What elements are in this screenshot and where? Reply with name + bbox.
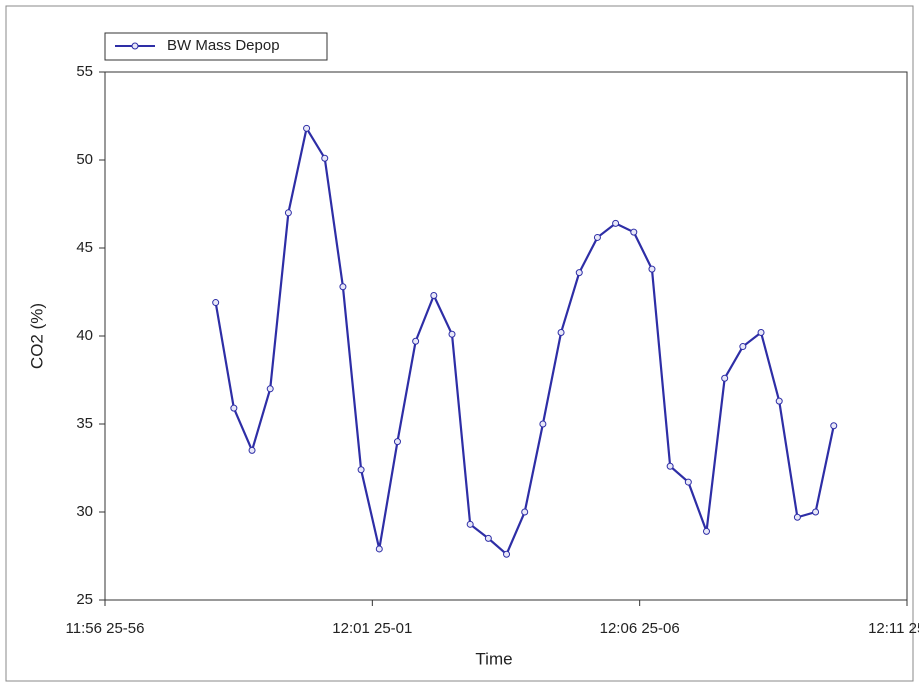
data-point	[575, 269, 583, 277]
data-point	[266, 385, 274, 393]
data-point	[503, 550, 511, 558]
y-tick-label: 30	[76, 503, 93, 520]
data-point	[448, 330, 456, 338]
x-tick-label: 12:06 25-06	[600, 620, 680, 637]
legend-label: BW Mass Depop	[167, 37, 280, 54]
x-tick-label: 12:01 25-01	[332, 620, 412, 637]
data-point	[775, 397, 783, 405]
data-point	[830, 422, 838, 430]
y-tick-label: 40	[76, 327, 93, 344]
data-point	[684, 478, 692, 486]
data-point	[793, 513, 801, 521]
data-point	[721, 374, 729, 382]
plot-frame	[104, 71, 908, 601]
y-tick-label: 25	[76, 591, 93, 608]
legend-marker	[131, 42, 139, 50]
data-point	[757, 328, 765, 336]
data-point	[212, 299, 220, 307]
data-point	[393, 438, 401, 446]
data-point	[648, 265, 656, 273]
data-point	[412, 337, 420, 345]
y-tick-label: 45	[76, 239, 93, 256]
data-point	[230, 404, 238, 412]
outer-frame	[5, 5, 914, 682]
data-point	[557, 328, 565, 336]
data-point	[248, 446, 256, 454]
data-point	[630, 228, 638, 236]
data-point	[430, 292, 438, 300]
series-line	[214, 125, 835, 557]
y-tick-label: 50	[76, 151, 93, 168]
data-point	[739, 343, 747, 351]
y-tick-label: 35	[76, 415, 93, 432]
data-point	[539, 420, 547, 428]
data-point	[521, 508, 529, 516]
y-tick-label: 55	[76, 63, 93, 80]
data-point	[612, 219, 620, 227]
data-point	[666, 462, 674, 470]
y-axis-label: CO2 (%)	[27, 303, 46, 369]
data-point	[593, 233, 601, 241]
data-point	[303, 124, 311, 132]
data-point	[375, 545, 383, 553]
data-point	[321, 154, 329, 162]
x-tick-label: 11:56 25-56	[66, 620, 145, 637]
data-point	[484, 534, 492, 542]
data-point	[357, 466, 365, 474]
data-point	[284, 209, 292, 217]
data-point	[703, 527, 710, 535]
data-point	[812, 508, 820, 516]
x-tick-label: 12:11 25-11	[868, 620, 919, 637]
x-axis-label: Time	[475, 649, 512, 668]
data-point	[466, 520, 474, 528]
data-point	[339, 283, 347, 291]
